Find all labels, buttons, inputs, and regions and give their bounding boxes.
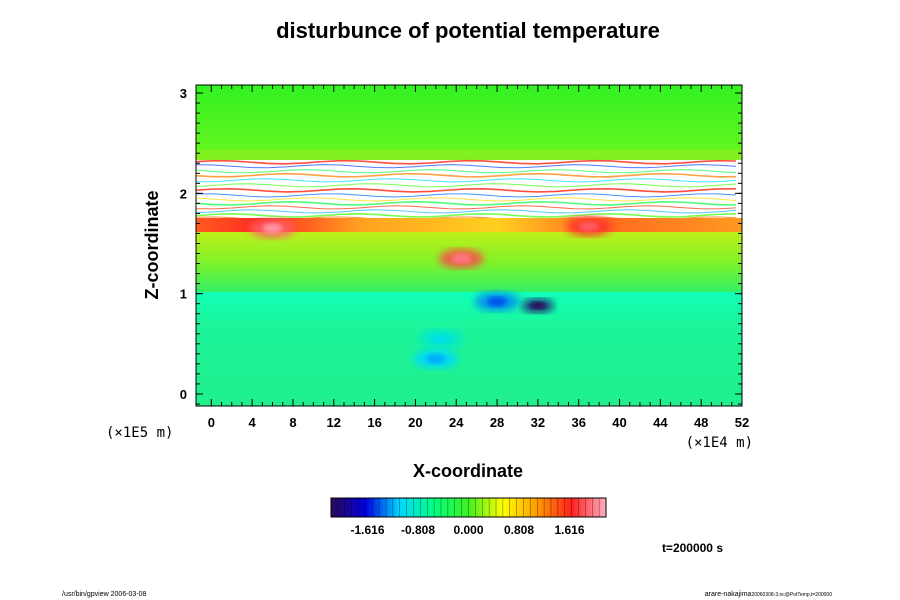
y-tick-label: 3 <box>180 86 187 101</box>
y-axis: 0 1 2 3 <box>180 86 742 405</box>
layer-stripe <box>196 164 737 169</box>
field-feature-core <box>579 221 599 232</box>
x-tick-label: 0 <box>208 415 215 430</box>
colorbar-tick-label: -0.808 <box>401 523 435 537</box>
layer-stripe <box>196 159 737 165</box>
y-tick-label: 2 <box>180 186 187 201</box>
colorbar-tick-label: -1.616 <box>350 523 384 537</box>
footer-left: /usr/bin/gpview 2006-03-08 <box>62 591 147 598</box>
field-feature-core <box>431 333 451 344</box>
x-tick-label: 48 <box>694 415 708 430</box>
field-features <box>250 216 612 369</box>
colorbar-tick-label: 1.616 <box>554 523 584 537</box>
field-lower-band <box>196 292 742 406</box>
x-tick-label: 52 <box>735 415 749 430</box>
field-feature-core <box>262 223 283 234</box>
layer-stripe <box>196 205 737 210</box>
time-label: t=200000 s <box>662 541 723 555</box>
field-feature-core <box>487 296 507 307</box>
x-axis-label: X-coordinate <box>413 461 523 481</box>
x-axis-unit: (×1E4 m) <box>686 435 753 451</box>
x-tick-label: 20 <box>408 415 422 430</box>
layer-stripe <box>196 169 737 174</box>
layer-stripe <box>196 193 737 198</box>
colorbar-divisions <box>337 498 600 517</box>
colorbar-ticks: -1.616 -0.808 0.000 0.808 1.616 <box>350 523 584 537</box>
colorbar-tick-label: 0.000 <box>453 523 483 537</box>
x-tick-label: 16 <box>367 415 381 430</box>
layer-stripe <box>196 197 737 202</box>
layer-stripes <box>196 159 737 221</box>
field-feature-core <box>426 353 446 364</box>
y-tick-label: 0 <box>180 387 187 402</box>
layer-stripe <box>196 209 737 214</box>
colorbar-frame <box>330 497 607 518</box>
x-tick-label: 24 <box>449 415 464 430</box>
heatmap-field <box>196 85 742 406</box>
field-feature-core <box>451 253 472 264</box>
x-tick-label: 36 <box>571 415 585 430</box>
x-tick-label: 44 <box>653 415 668 430</box>
x-tick-label: 8 <box>289 415 296 430</box>
x-tick-label: 12 <box>327 415 341 430</box>
y-axis-unit: (×1E5 m) <box>106 425 173 441</box>
layer-stripe <box>196 178 737 183</box>
layer-stripe <box>196 172 737 178</box>
layer-stripe <box>196 201 737 206</box>
layer-stripe <box>196 213 737 218</box>
field-feature-core <box>530 302 545 310</box>
x-tick-label: 28 <box>490 415 504 430</box>
y-tick-label: 1 <box>180 287 187 302</box>
layer-stripe <box>196 183 737 188</box>
chart-title: disturbunce of potential temperature <box>276 18 660 43</box>
y-axis-label: Z-coordinate <box>142 190 162 299</box>
footer-right: arare-nakajima20060308-3.nc@PotTemp,t=20… <box>705 591 832 598</box>
x-axis: 0 4 8 12 16 20 24 28 32 36 40 44 48 52 <box>208 85 749 430</box>
plot-frame <box>195 84 743 407</box>
colorbar: -1.616 -0.808 0.000 0.808 1.616 <box>330 497 607 537</box>
x-tick-label: 40 <box>612 415 626 430</box>
x-tick-label: 4 <box>249 415 257 430</box>
colorbar-tick-label: 0.808 <box>504 523 534 537</box>
layer-stripe <box>196 188 737 193</box>
x-tick-label: 32 <box>531 415 545 430</box>
